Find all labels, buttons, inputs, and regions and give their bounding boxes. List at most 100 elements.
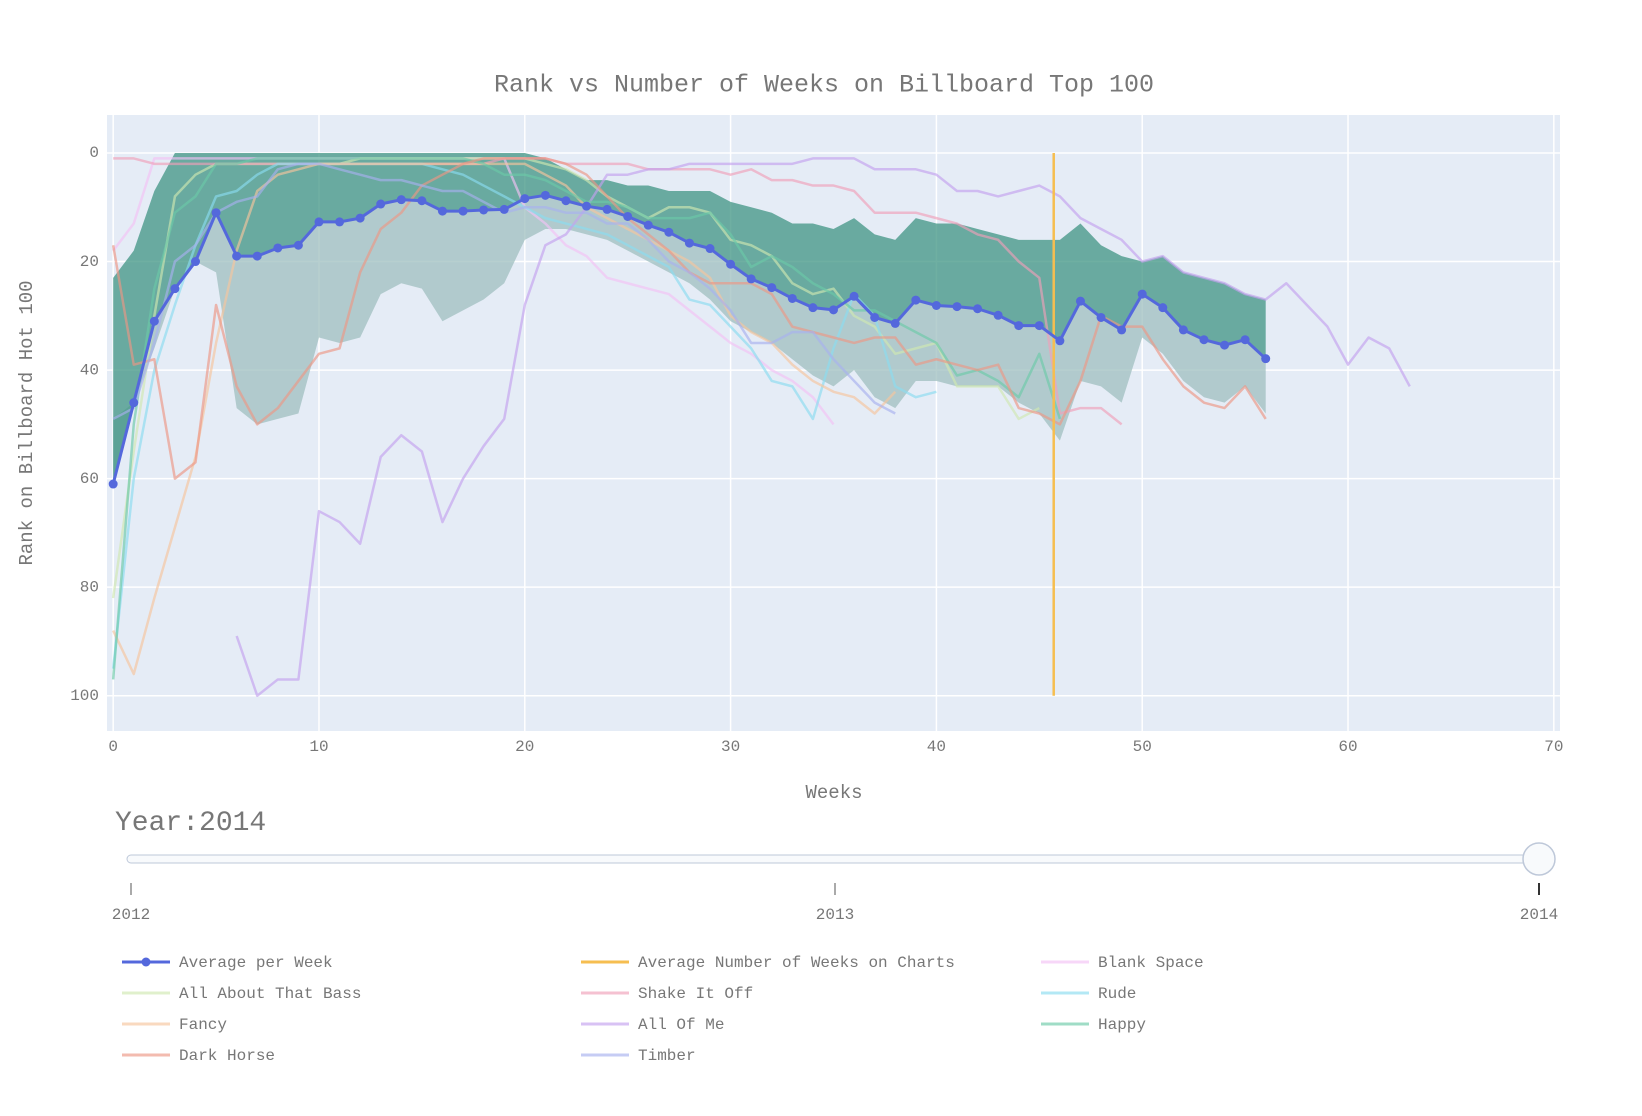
slider-label: Year:2014 (115, 808, 266, 839)
legend-item[interactable]: Happy (1041, 1016, 1146, 1034)
series-marker (1199, 335, 1209, 345)
series-marker (232, 251, 242, 261)
series-marker (1261, 354, 1271, 364)
slider-tick-label: 2012 (112, 906, 150, 924)
series-marker (190, 257, 200, 267)
x-tick-label: 10 (309, 738, 328, 756)
slider-tick-label: 2013 (816, 906, 854, 924)
series-marker (355, 213, 365, 223)
series-marker (417, 196, 427, 206)
y-tick-label: 100 (70, 687, 99, 705)
series-marker (170, 284, 180, 294)
series-marker (1075, 296, 1085, 306)
series-marker (1178, 325, 1188, 335)
y-tick-label: 20 (80, 253, 99, 271)
x-tick-label: 0 (108, 738, 118, 756)
legend-label: All About That Bass (179, 985, 361, 1003)
series-marker (829, 305, 838, 315)
y-tick-label: 40 (80, 361, 99, 379)
series-marker (540, 190, 550, 200)
series-marker (129, 398, 139, 408)
series-marker (1034, 321, 1044, 331)
series-marker (726, 259, 736, 269)
series-marker (108, 479, 118, 489)
legend-label: Average per Week (179, 954, 333, 972)
x-tick-label: 50 (1133, 738, 1152, 756)
series-marker (973, 304, 983, 314)
series-marker (252, 251, 262, 261)
y-axis-title: Rank on Billboard Hot 100 (16, 280, 38, 565)
legend-label: Happy (1098, 1016, 1146, 1034)
legend-item[interactable]: Timber (581, 1047, 696, 1065)
series-marker (1014, 321, 1024, 331)
series-marker (582, 201, 592, 211)
series-marker (602, 204, 612, 214)
series-line (112, 162, 897, 676)
legend-item[interactable]: Average Number of Weeks on Charts (581, 954, 955, 972)
legend-item[interactable]: Blank Space (1041, 954, 1204, 972)
legend-label: Blank Space (1098, 954, 1204, 972)
legend-item[interactable]: Dark Horse (122, 1047, 275, 1065)
series-marker (561, 196, 571, 206)
legend-item[interactable]: Shake It Off (581, 985, 753, 1003)
legend-item[interactable]: Average per Week (122, 954, 333, 972)
x-axis-title: Weeks (805, 782, 862, 804)
series-marker (1220, 340, 1230, 350)
series-marker (931, 300, 941, 310)
series-marker (520, 194, 530, 204)
x-tick-label: 30 (721, 738, 740, 756)
y-tick-label: 0 (89, 144, 99, 162)
legend-label: Dark Horse (179, 1047, 275, 1065)
legend-item[interactable]: All Of Me (581, 1016, 724, 1034)
series-marker (746, 274, 756, 284)
legend-item[interactable]: Rude (1041, 985, 1136, 1003)
band-lower (113, 195, 1266, 485)
series-marker (952, 302, 962, 312)
series-marker (396, 195, 406, 205)
slider-tick-label: 2014 (1520, 906, 1558, 924)
series-marker (314, 217, 324, 227)
series-marker (643, 220, 653, 230)
series-marker (684, 238, 694, 248)
chart-title: Rank vs Number of Weeks on Billboard Top… (494, 71, 1154, 100)
legend-label: Fancy (179, 1016, 227, 1034)
series-marker (870, 312, 880, 322)
y-tick-label: 80 (80, 578, 99, 596)
legend-item[interactable]: All About That Bass (122, 985, 361, 1003)
series-marker (849, 291, 859, 301)
series-marker (149, 316, 159, 326)
series-marker (890, 318, 900, 328)
legend-marker (141, 957, 151, 967)
series-marker (1096, 312, 1106, 322)
series-marker (211, 208, 221, 218)
series-marker (1137, 289, 1147, 299)
legend-item[interactable]: Fancy (122, 1016, 227, 1034)
series-marker (767, 283, 777, 293)
series-marker (499, 204, 509, 214)
x-tick-label: 60 (1338, 738, 1357, 756)
series-marker (1240, 335, 1250, 345)
series-marker (1158, 303, 1168, 313)
series-marker (273, 243, 283, 253)
x-tick-label: 70 (1544, 738, 1563, 756)
series-marker (623, 211, 633, 221)
legend-label: Rude (1098, 985, 1136, 1003)
legend-label: Shake It Off (638, 985, 753, 1003)
series-marker (1055, 336, 1065, 346)
series-marker (911, 295, 921, 305)
series-marker (993, 310, 1003, 320)
series-marker (437, 206, 447, 216)
legend-label: Timber (638, 1047, 696, 1065)
series-marker (479, 205, 489, 215)
series-marker (376, 199, 386, 209)
slider-prefix: Year: (115, 808, 199, 839)
series-marker (335, 217, 345, 227)
band-upper (113, 152, 1266, 485)
slider-rail[interactable] (126, 854, 1540, 864)
y-tick-label: 60 (80, 470, 99, 488)
slider-handle[interactable] (1522, 842, 1556, 876)
series-marker (1117, 325, 1127, 335)
series-marker (705, 244, 715, 254)
